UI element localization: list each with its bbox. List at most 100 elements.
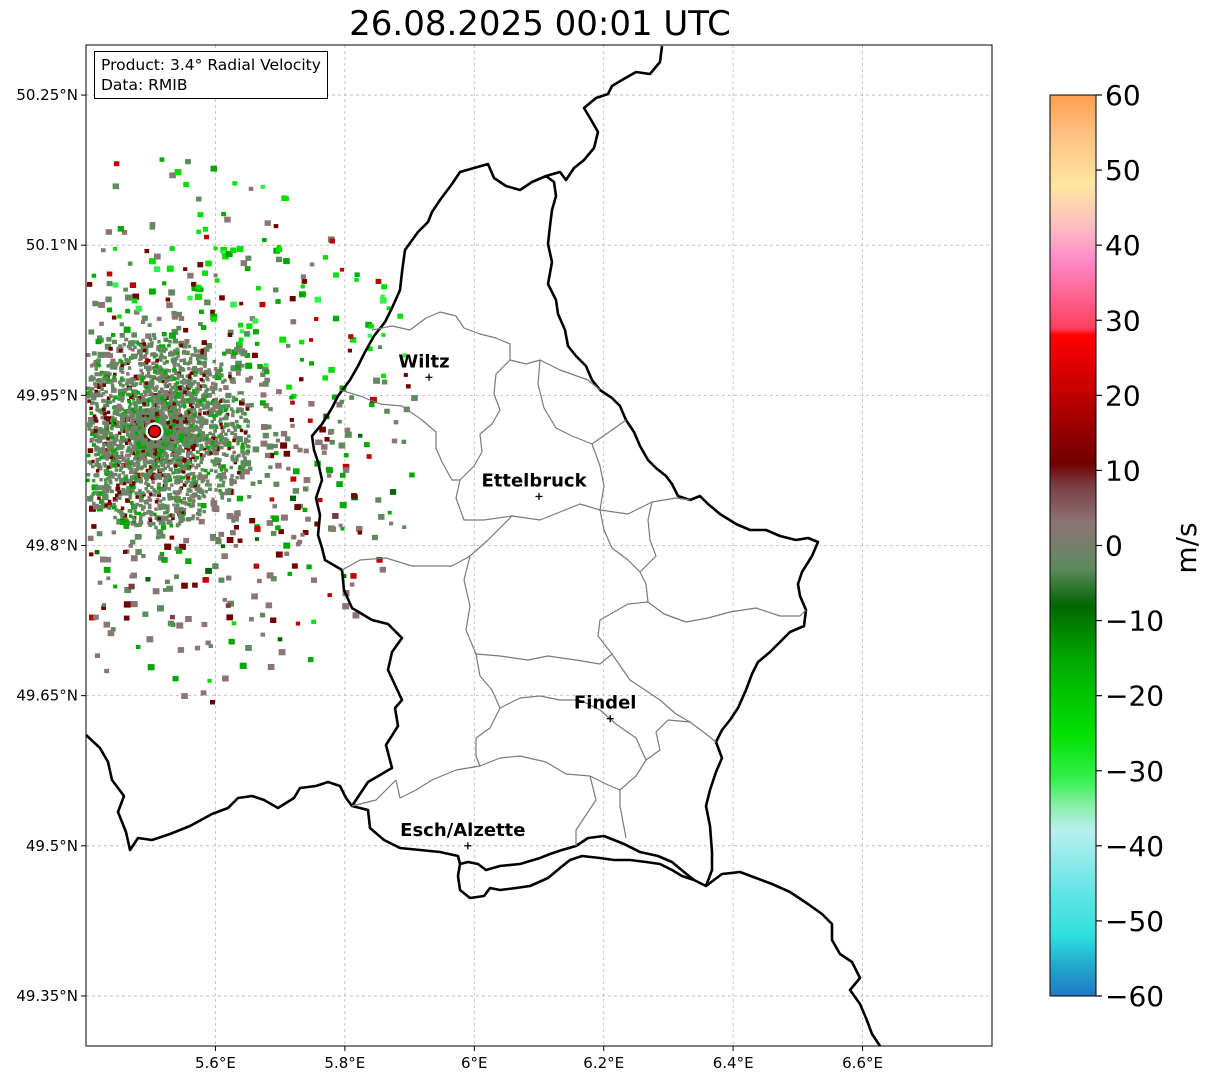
echo-pixel [103,351,111,358]
echo-pixel [168,412,172,417]
echo-pixel [113,372,117,377]
echo-pixel [187,416,191,420]
echo-pixel [127,380,132,385]
echo-pixel [111,464,116,468]
echo-pixel [402,525,407,529]
echo-pixel [196,382,200,386]
echo-pixel [140,443,145,448]
canton-line-diekirch [591,419,627,445]
echo-pixel [240,391,244,395]
echo-pixel [142,445,147,449]
echo-pixel [206,377,210,382]
echo-pixel [89,552,94,557]
echo-pixel [219,468,224,472]
echo-pixel [234,346,240,353]
echo-pixel [222,351,227,356]
echo-pixel [264,452,271,458]
echo-pixel [163,395,168,400]
echo-pixel [244,331,250,336]
echo-pixel [158,355,163,359]
echo-pixel [108,462,113,466]
echo-pixel [127,428,131,432]
echo-pixel [153,452,157,457]
echo-pixel [135,460,140,465]
echo-pixel [115,424,119,429]
echo-pixel [200,503,207,509]
echo-pixel [357,530,363,535]
echo-pixel [152,375,156,379]
product-label: Product: 3.4° Radial Velocity [101,56,321,74]
echo-pixel [144,386,148,390]
echo-pixel [138,517,143,522]
echo-pixel [212,448,216,452]
echo-pixel [160,463,165,467]
echo-pixel [214,368,221,375]
echo-pixel [145,476,149,481]
echo-pixel [373,377,380,384]
echo-pixel [221,380,225,384]
echo-pixel [99,372,103,377]
echo-pixel [290,423,295,428]
echo-pixel [290,319,297,325]
echo-pixel [214,424,218,428]
echo-pixel [194,437,198,442]
echo-pixel [136,442,140,446]
city-label: Findel [574,693,637,714]
echo-pixel [127,446,131,450]
echo-pixel [171,357,176,361]
echo-pixel [198,431,203,435]
echo-pixel [159,375,163,379]
echo-pixel [255,341,260,346]
echo-pixel [240,442,245,446]
echo-pixel [272,515,279,522]
echo-pixel [327,593,332,598]
echo-pixel [187,502,191,507]
echo-pixel [205,376,209,380]
echo-pixel [168,289,176,296]
echo-pixel [218,531,225,537]
echo-pixel [205,343,213,349]
echo-pixel [213,403,218,408]
echo-pixel [210,700,215,705]
echo-pixel [179,469,183,473]
echo-pixel [181,582,188,589]
echo-pixel [184,480,188,485]
echo-pixel [226,537,234,543]
echo-pixel [367,346,373,352]
echo-pixel [116,483,120,487]
echo-pixel [118,407,122,411]
echo-pixel [204,474,208,478]
echo-pixel [187,295,193,301]
echo-pixel [206,471,211,476]
echo-pixel [194,480,199,484]
echo-pixel [178,421,183,425]
echo-pixel [229,477,234,482]
echo-pixel [182,457,187,462]
echo-pixel [156,394,161,399]
echo-pixel [182,361,187,366]
echo-pixel [247,495,252,499]
echo-pixel [229,379,234,383]
colorbar-tick-label: −20 [1105,680,1164,713]
echo-pixel [121,487,126,492]
echo-pixel [169,520,173,525]
echo-pixel [192,443,197,448]
echo-pixel [204,441,208,446]
echo-pixel [192,413,197,417]
echo-pixel [151,462,155,466]
echo-pixel [153,476,157,481]
echo-pixel [279,336,287,343]
echo-pixel [124,517,128,521]
echo-pixel [109,431,113,436]
echo-pixel [235,455,239,459]
echo-pixel [204,299,211,306]
echo-pixel [90,429,97,435]
echo-pixel [300,284,305,289]
echo-pixel [110,383,115,388]
echo-pixel [196,463,201,468]
echo-pixel [127,405,132,409]
echo-pixel [214,278,220,283]
echo-pixel [105,296,112,303]
echo-pixel [266,520,274,526]
echo-pixel [98,431,102,435]
